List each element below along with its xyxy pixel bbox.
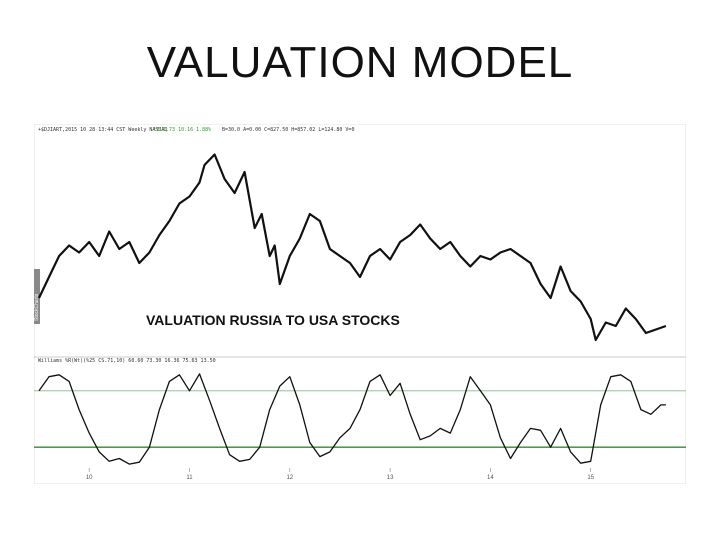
williams-r-line bbox=[38, 373, 666, 465]
x-tick-label: 11 bbox=[186, 475, 193, 481]
x-tick-label: 13 bbox=[387, 475, 394, 481]
indicator-panel bbox=[34, 373, 686, 465]
indicator-header: Williams %R(Wt)(%25 CS.71,10) 60.60 73.3… bbox=[38, 358, 216, 364]
chart-svg: StockCharts +$DJIART,2015 10 28 13:44 CS… bbox=[34, 124, 686, 484]
chart-annotation: VALUATION RUSSIA TO USA STOCKS bbox=[146, 312, 400, 328]
header-change: LEU1.73 10.16 1.88% bbox=[154, 127, 211, 133]
side-label: StockCharts bbox=[34, 293, 40, 321]
x-tick-label: 12 bbox=[286, 475, 293, 481]
price-series-line bbox=[38, 153, 667, 342]
side-label-bg bbox=[34, 269, 40, 324]
chart-container: StockCharts +$DJIART,2015 10 28 13:44 CS… bbox=[34, 124, 686, 484]
x-axis: 10111213141516 bbox=[86, 468, 595, 481]
x-tick-label: 15 bbox=[587, 475, 594, 481]
x-tick-label: 10 bbox=[86, 475, 93, 481]
x-tick-label: 14 bbox=[487, 475, 494, 481]
chart-frame bbox=[34, 124, 686, 484]
price-panel bbox=[38, 153, 667, 342]
slide-title: VALUATION MODEL bbox=[146, 38, 574, 87]
header-ohlc: B=30.0 A=0.00 C=827.50 H=857.02 L=124.80… bbox=[222, 127, 354, 133]
header-symbol: +$DJIART,2015 10 28 13:44 CST Weekly NAS… bbox=[38, 127, 167, 133]
